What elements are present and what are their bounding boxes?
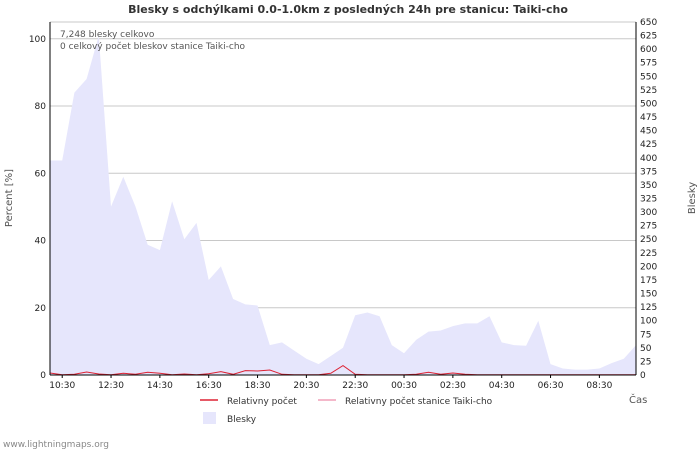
right-tick-label: 50: [640, 344, 652, 354]
left-tick-label: 0: [40, 371, 46, 381]
blesky-area: [50, 35, 636, 375]
station-strikes-annotation: 0 celkový počet bleskov stanice Taiki-ch…: [60, 41, 246, 52]
right-tick-label: 575: [640, 59, 657, 69]
total-strikes-annotation: 7,248 blesky celkovo: [60, 30, 155, 40]
legend-relative-label: Relativny počet: [227, 396, 297, 407]
left-axis-label: Percent [%]: [4, 169, 15, 227]
x-tick-label: 14:30: [147, 381, 173, 391]
grid: [50, 21, 636, 309]
right-tick-label: 350: [640, 181, 657, 191]
x-tick-label: 12:30: [98, 381, 124, 391]
left-tick-label: 40: [35, 237, 47, 247]
right-tick-label: 75: [640, 330, 651, 340]
x-tick-label: 18:30: [245, 381, 271, 391]
x-tick-labels: 10:30 12:30 14:30 16:30 18:30 20:30 22:30 00:30…: [49, 375, 613, 391]
x-tick-label: 08:30: [586, 381, 612, 391]
x-axis-label: Čas: [629, 393, 647, 406]
x-tick-label: 20:30: [293, 381, 319, 391]
x-tick-label: 02:30: [440, 381, 466, 391]
left-tick-label: 100: [29, 35, 46, 45]
right-tick-label: 650: [640, 18, 657, 28]
right-tick-label: 375: [640, 167, 657, 177]
right-tick-label: 250: [640, 235, 657, 245]
x-tick-label: 06:30: [538, 381, 564, 391]
right-tick-label: 475: [640, 113, 657, 123]
right-tick-label: 300: [640, 208, 657, 218]
left-tick-label: 60: [35, 169, 47, 179]
right-tick-label: 225: [640, 249, 657, 259]
right-tick-label: 200: [640, 262, 657, 272]
right-tick-label: 125: [640, 303, 657, 313]
right-tick-label: 625: [640, 32, 657, 42]
footer-link[interactable]: www.lightningmaps.org: [3, 440, 109, 450]
right-tick-label: 150: [640, 290, 657, 300]
left-tick-labels: 0 20 40 60 80 100: [29, 35, 46, 381]
right-axis-label: Blesky: [687, 182, 698, 214]
right-tick-label: 0: [640, 371, 646, 381]
right-tick-label: 100: [640, 317, 657, 327]
right-tick-labels: 0 25 50 75 100 125 150 175 200 225 250 275 300 325 350…: [640, 18, 657, 381]
right-tick-label: 400: [640, 154, 657, 164]
right-tick-label: 175: [640, 276, 657, 286]
x-tick-label: 10:30: [49, 381, 75, 391]
left-tick-label: 80: [35, 102, 47, 112]
legend-blesky-swatch: [203, 412, 216, 424]
right-tick-label: 600: [640, 45, 657, 55]
right-tick-label: 550: [640, 72, 657, 82]
chart-title: Blesky s odchýlkami 0.0-1.0km z posledný…: [128, 3, 568, 16]
legend-station-label: Relativny počet stanice Taiki-cho: [345, 396, 493, 407]
x-tick-label: 22:30: [342, 381, 368, 391]
right-tick-label: 325: [640, 195, 657, 205]
right-tick-label: 450: [640, 127, 657, 137]
right-tick-label: 425: [640, 140, 657, 150]
x-tick-label: 00:30: [391, 381, 417, 391]
right-tick-label: 25: [640, 357, 651, 367]
x-tick-label: 04:30: [489, 381, 515, 391]
right-tick-label: 525: [640, 86, 657, 96]
right-tick-label: 500: [640, 99, 657, 109]
left-tick-label: 20: [35, 304, 47, 314]
right-tick-label: 275: [640, 222, 657, 232]
x-tick-label: 16:30: [196, 381, 222, 391]
legend-blesky-label: Blesky: [227, 415, 257, 425]
